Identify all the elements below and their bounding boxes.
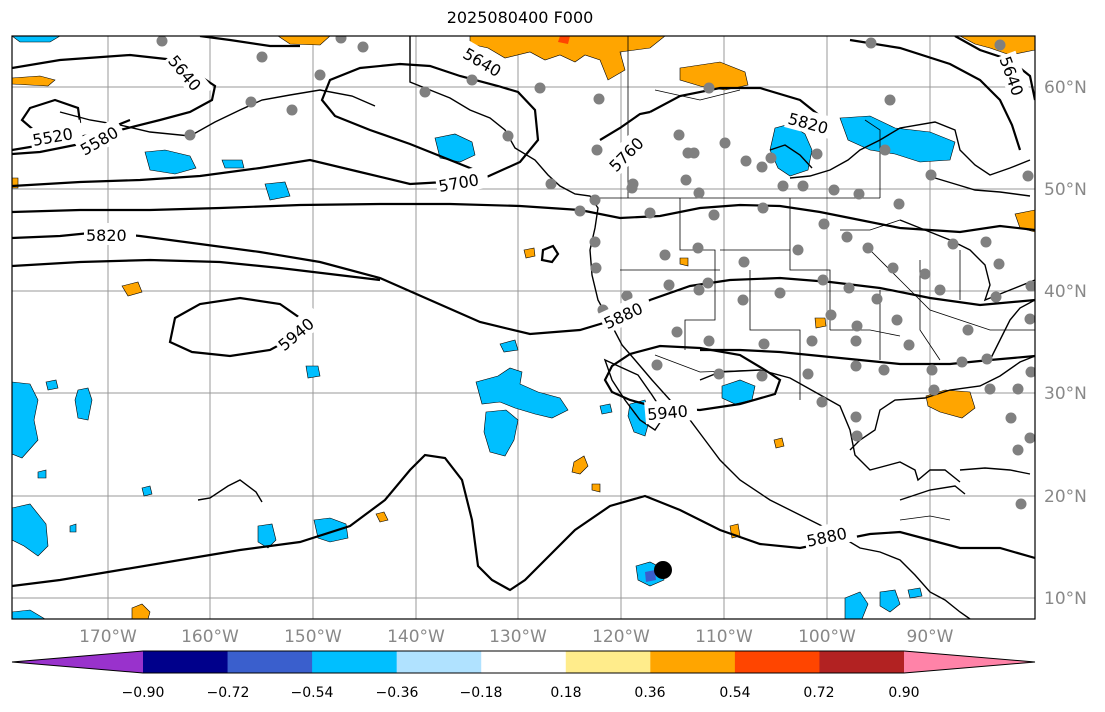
anomaly-patch [475, 367, 569, 419]
colorbar-extend-low [12, 651, 143, 673]
anomaly-patch [69, 523, 77, 533]
anomaly-patch [773, 437, 785, 449]
colorbar-tick-label: −0.54 [291, 685, 334, 701]
lat-label: 60°N [1044, 78, 1087, 98]
contour-label: 5820 [86, 226, 127, 245]
colorbar [11, 650, 1036, 674]
anomaly-patch [264, 181, 291, 201]
anomaly-patch [469, 36, 666, 81]
anomaly-patch [434, 133, 476, 163]
contour-label: 5940 [646, 402, 688, 424]
lat-label: 20°N [1044, 487, 1087, 507]
colorbar-tick-label: −0.18 [460, 685, 503, 701]
latitude-labels: 60°N 50°N 40°N 30°N 20°N 10°N [1044, 78, 1087, 609]
lon-label: 130°W [489, 627, 547, 647]
lon-label: 110°W [695, 627, 753, 647]
lon-label: 140°W [387, 627, 445, 647]
colorbar-tick-label: 0.54 [719, 685, 750, 701]
contour-label: 5640 [995, 54, 1027, 99]
colorbar-outline [11, 650, 1036, 674]
anomaly-patch [74, 387, 93, 421]
colorbar-tick-labels: −0.90 −0.72 −0.54 −0.36 −0.18 0.18 0.36 … [122, 685, 920, 701]
anomaly-patch [45, 379, 59, 391]
anomaly-patch [12, 36, 61, 43]
colorbar-segment [396, 651, 482, 673]
colorbar-tick-label: −0.90 [122, 685, 165, 701]
anomaly-patch [814, 317, 827, 329]
lat-label: 50°N [1044, 180, 1087, 200]
negative-anomaly-areas [12, 36, 956, 619]
anomaly-patch [12, 75, 56, 87]
colorbar-tick-label: 0.72 [803, 685, 834, 701]
anomaly-patch [37, 469, 47, 479]
longitude-labels: 170°W 160°W 150°W 140°W 130°W 120°W 110°… [79, 627, 954, 647]
anomaly-patch [141, 485, 153, 497]
anomaly-patch [277, 36, 331, 46]
anomaly-patch [257, 523, 277, 549]
colorbar-segment [650, 651, 736, 673]
anomaly-patch [571, 455, 589, 475]
anomaly-patch [121, 281, 143, 297]
storm-center-marker [654, 561, 672, 579]
colorbar-segment [734, 651, 820, 673]
colorbar-tick-label: −0.72 [207, 685, 250, 701]
station-markers [156, 36, 1035, 510]
anomaly-patch [144, 149, 197, 175]
graticule [12, 36, 1035, 619]
anomaly-patch [305, 365, 321, 379]
colorbar-segment [227, 651, 313, 673]
anomaly-patch [839, 115, 956, 163]
anomaly-patch [375, 511, 389, 523]
colorbar-segment [312, 651, 398, 673]
anomaly-patch [12, 381, 39, 459]
colorbar-segment [143, 651, 229, 673]
anomaly-patch [1014, 209, 1035, 233]
lon-label: 160°W [181, 627, 239, 647]
colorbar-tick-label: 0.90 [888, 685, 919, 701]
lon-label: 120°W [592, 627, 650, 647]
colorbar-segment [819, 651, 905, 673]
anomaly-patch [679, 257, 689, 267]
coastlines [59, 36, 1035, 619]
lon-label: 150°W [284, 627, 342, 647]
lon-label: 90°W [907, 627, 954, 647]
colorbar-extend-high [904, 651, 1035, 673]
lat-label: 30°N [1044, 384, 1087, 404]
anomaly-patch [844, 591, 869, 619]
height-contours [12, 36, 1035, 592]
anomaly-patch [879, 589, 901, 613]
anomaly-patch [313, 517, 349, 543]
anomaly-patch [907, 587, 923, 599]
political-borders [592, 36, 1035, 521]
lat-label: 10°N [1044, 589, 1087, 609]
anomaly-patch [131, 603, 151, 619]
anomaly-patch [591, 483, 601, 493]
anomaly-patch [483, 409, 519, 457]
anomaly-patch [499, 339, 519, 353]
anomaly-patch [12, 609, 46, 619]
colorbar-segment [565, 651, 651, 673]
colorbar-tick-label: 0.18 [550, 685, 581, 701]
contour-labels: 5520 5580 5640 5640 5640 5700 5760 5820 … [28, 40, 1034, 552]
anomaly-patch [599, 403, 613, 415]
anomaly-patch [221, 159, 245, 169]
lon-label: 170°W [79, 627, 137, 647]
colorbar-tick-label: 0.36 [634, 685, 665, 701]
anomaly-patch [12, 503, 49, 557]
map-title: 2025080400 F000 [446, 8, 594, 27]
anomaly-patch [523, 247, 536, 259]
colorbar-segment [481, 651, 567, 673]
colorbar-tick-label: −0.36 [376, 685, 419, 701]
lat-label: 40°N [1044, 282, 1087, 302]
lon-label: 100°W [798, 627, 856, 647]
map-frame [11, 35, 1036, 620]
